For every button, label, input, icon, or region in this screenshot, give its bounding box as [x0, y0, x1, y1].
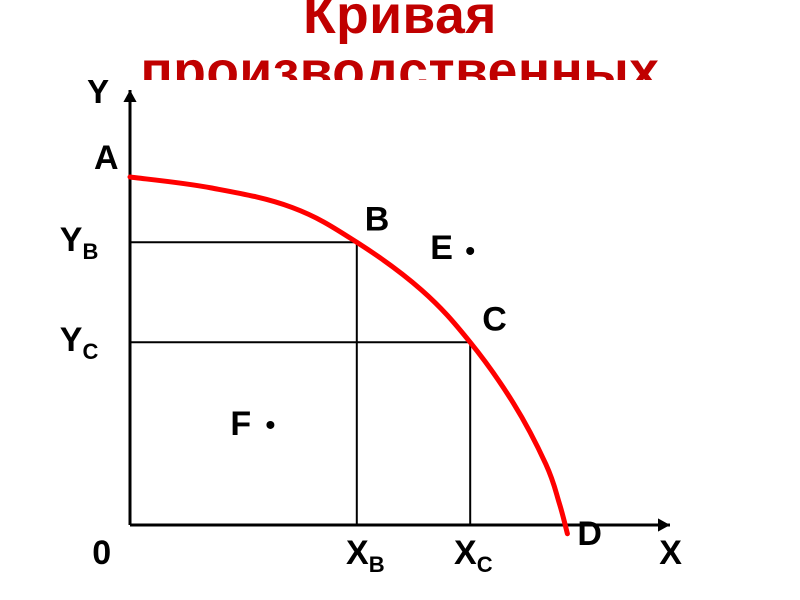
point-label-b: B — [365, 200, 390, 238]
title-line-1: Кривая — [303, 0, 497, 45]
axis-label-x: X — [659, 534, 682, 572]
point-label-c: C — [482, 300, 507, 338]
axis-label-y: Y — [87, 80, 110, 111]
point-label-f: F — [230, 405, 251, 443]
point-label-d: D — [577, 515, 602, 553]
ppc-chart: ABCDEF0XYXBXCYBYC — [30, 80, 770, 600]
axis-label-0: 0 — [92, 534, 111, 572]
point-label-e: E — [430, 229, 453, 267]
point-label-a: A — [94, 139, 119, 177]
point-e-dot-icon — [466, 247, 474, 255]
point-f-dot-icon — [266, 421, 274, 429]
